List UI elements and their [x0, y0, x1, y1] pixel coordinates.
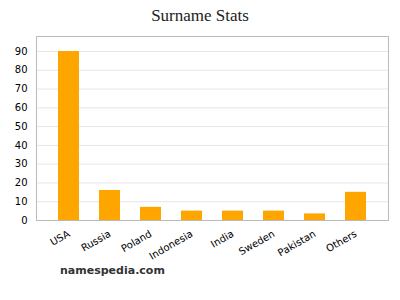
svg-text:Poland: Poland [119, 228, 153, 254]
svg-text:USA: USA [48, 228, 72, 248]
svg-text:40: 40 [15, 140, 28, 151]
html-text:Surname Stats: Surname Stats [151, 6, 249, 25]
svg-text:80: 80 [15, 64, 28, 75]
svg-text:10: 10 [15, 196, 28, 207]
svg-text:70: 70 [15, 83, 28, 94]
svg-text:20: 20 [15, 177, 28, 188]
svg-text:Indonesia: Indonesia [147, 228, 194, 262]
svg-text:Russia: Russia [79, 228, 112, 254]
svg-text:0: 0 [21, 215, 27, 226]
svg-text:90: 90 [15, 46, 28, 57]
svg-text:Others: Others [324, 228, 359, 254]
svg-text:India: India [209, 228, 236, 250]
svg-text:Pakistan: Pakistan [276, 228, 318, 258]
svg-text:30: 30 [15, 158, 28, 169]
html-text:namespedia.com: namespedia.com [60, 264, 165, 277]
svg-text:Sweden: Sweden [237, 228, 277, 257]
svg-text:50: 50 [15, 121, 28, 132]
svg-text:60: 60 [15, 102, 28, 113]
